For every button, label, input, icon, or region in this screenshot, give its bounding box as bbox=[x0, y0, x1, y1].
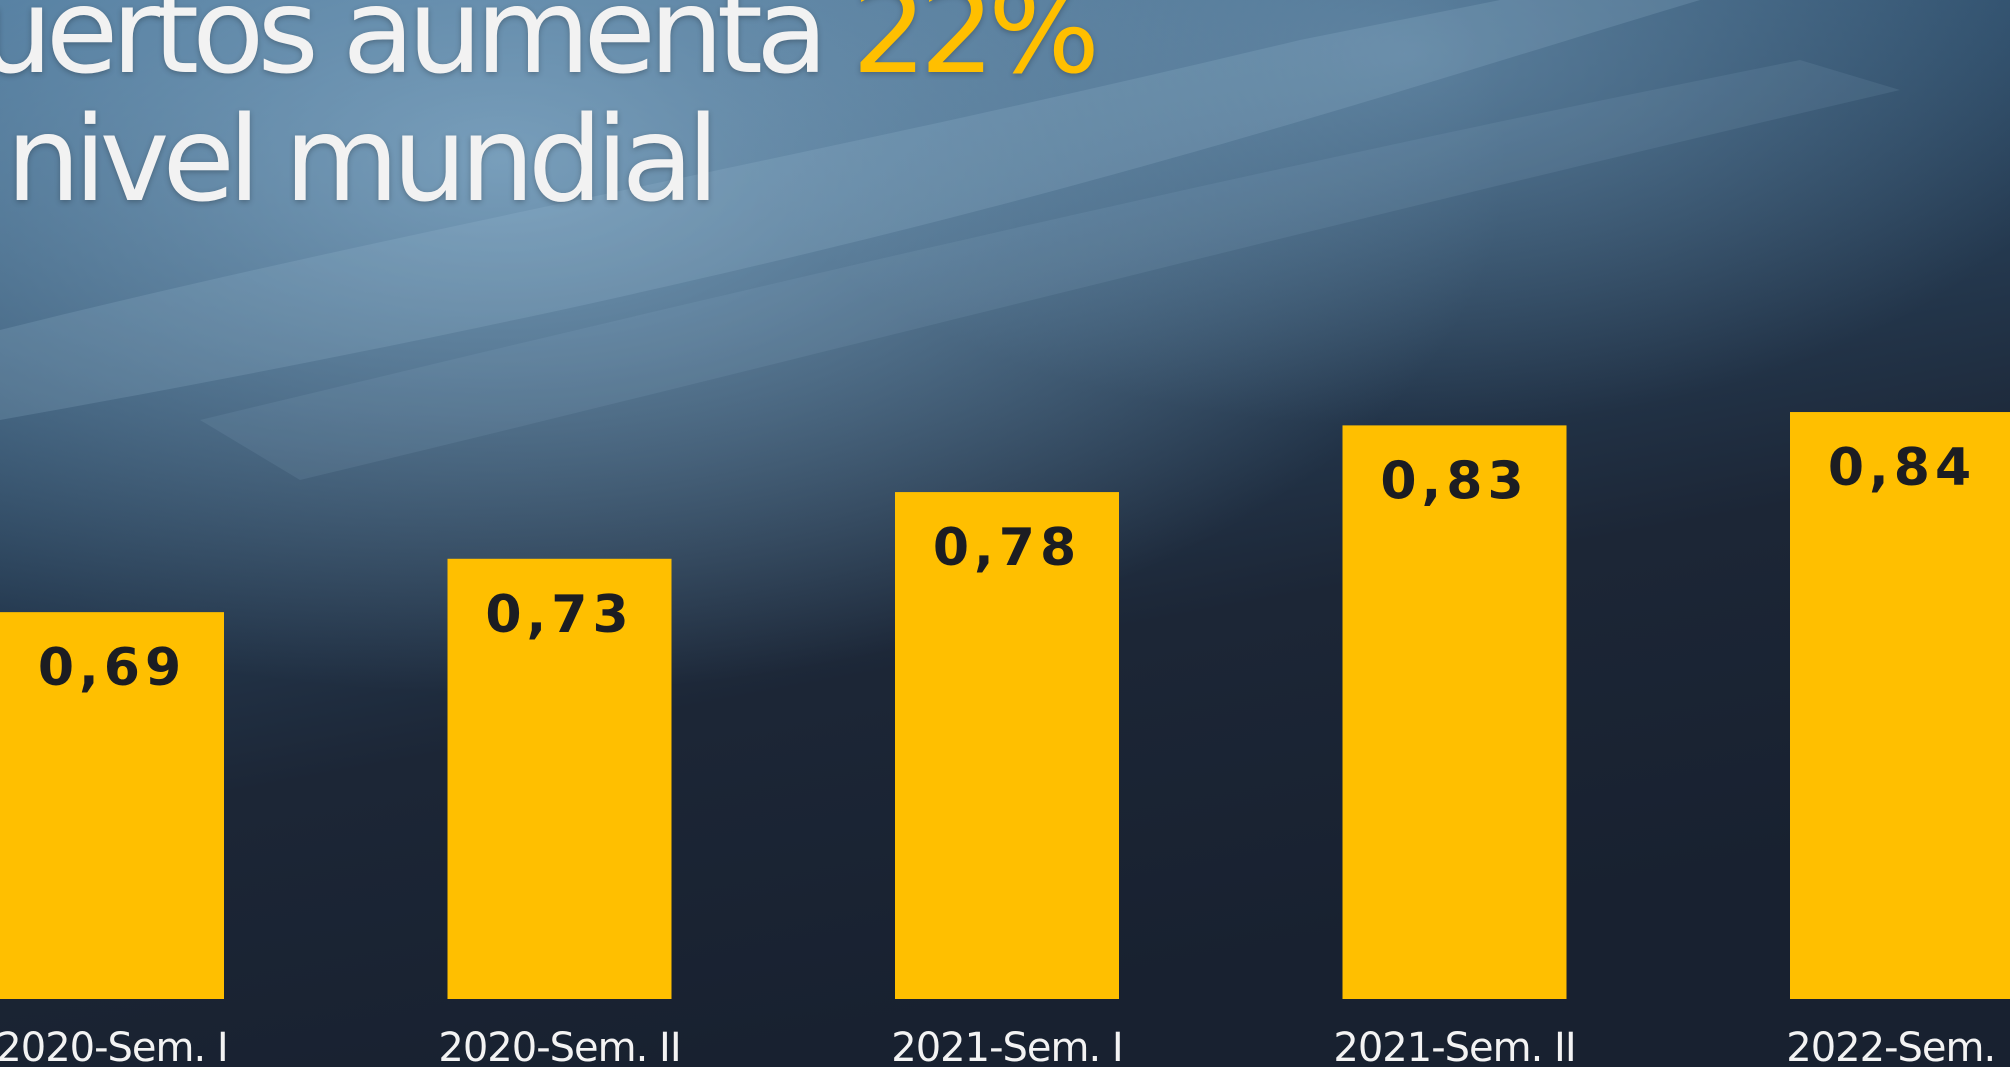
title-prefix: uertos aumenta bbox=[0, 0, 852, 100]
bar-5 bbox=[1790, 412, 2010, 999]
bar-value-label-2: 0,73 bbox=[485, 585, 633, 645]
bar-value-label-5: 0,84 bbox=[1828, 438, 1976, 498]
x-tick-label-3: 2021-Sem. I bbox=[891, 1025, 1122, 1067]
bar-value-label-1: 0,69 bbox=[38, 638, 186, 698]
chart-title-line-2: nivel mundial bbox=[6, 90, 720, 228]
x-tick-label-5: 2022-Sem. I bbox=[1786, 1025, 2010, 1067]
bar-4 bbox=[1342, 425, 1567, 999]
title-highlight-percent: 22% bbox=[851, 0, 1100, 100]
bar-3 bbox=[895, 492, 1119, 999]
bar-1 bbox=[0, 612, 224, 999]
bar-value-label-4: 0,83 bbox=[1380, 451, 1528, 511]
x-tick-label-1: 2020-Sem. I bbox=[0, 1025, 228, 1067]
x-tick-label-4: 2021-Sem. II bbox=[1333, 1025, 1575, 1067]
chart-title-line-1: uertos aumenta 22% bbox=[0, 0, 1100, 100]
bar-2 bbox=[447, 558, 672, 999]
bar-value-label-3: 0,78 bbox=[933, 518, 1081, 578]
x-tick-label-2: 2020-Sem. II bbox=[438, 1025, 680, 1067]
